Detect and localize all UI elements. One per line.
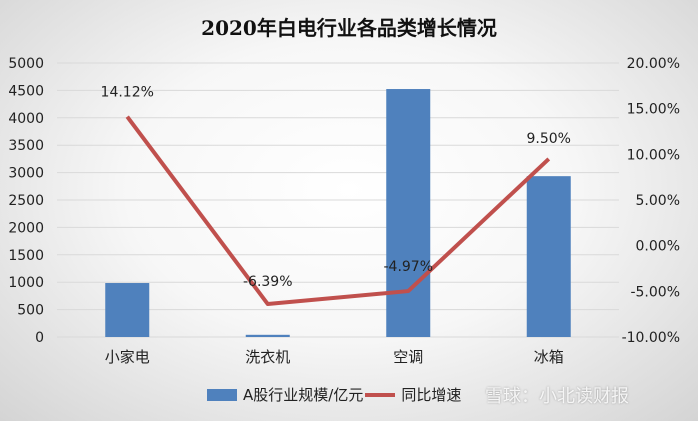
- bar-空调: [386, 89, 431, 337]
- chart-title: 2020年白电行业各品类增长情况: [201, 16, 497, 40]
- category-label: 空调: [393, 348, 423, 366]
- bar-洗衣机: [245, 334, 290, 337]
- watermark: 雪球：小北读财报: [485, 386, 629, 407]
- left-tick-label: 1000: [8, 275, 44, 291]
- legend-bar-swatch: [207, 388, 237, 401]
- left-tick-label: 0: [35, 330, 44, 346]
- bar-小家电: [105, 283, 150, 337]
- data-label: 14.12%: [101, 85, 154, 101]
- right-tick-label: 15.00%: [627, 102, 680, 118]
- legend: A股行业规模/亿元 同比增速: [207, 384, 461, 405]
- data-label: -6.39%: [243, 274, 293, 290]
- legend-line-label: 同比增速: [401, 386, 462, 404]
- data-label: 9.50%: [527, 131, 571, 147]
- left-tick-label: 1500: [8, 248, 44, 264]
- right-tick-label: 0.00%: [636, 239, 680, 255]
- left-tick-label: 3500: [8, 138, 44, 154]
- growth-line: [125, 115, 551, 307]
- right-tick-label: -5.00%: [630, 284, 680, 300]
- category-label: 洗衣机: [245, 348, 290, 366]
- right-tick-label: -10.00%: [622, 330, 680, 346]
- right-tick-label: 10.00%: [627, 147, 680, 163]
- left-tick-label: 2500: [8, 193, 44, 209]
- legend-bar-label: A股行业规模/亿元: [243, 386, 364, 404]
- left-tick-label: 4000: [8, 111, 44, 127]
- right-tick-label: 20.00%: [627, 56, 680, 72]
- left-tick-label: 4500: [8, 83, 44, 99]
- data-label: -4.97%: [383, 259, 433, 275]
- right-tick-label: 5.00%: [636, 193, 680, 209]
- left-tick-label: 500: [17, 303, 44, 319]
- bar-冰箱: [526, 176, 571, 337]
- left-tick-label: 3000: [8, 166, 44, 182]
- category-label: 小家电: [105, 348, 150, 366]
- legend-line-swatch: [365, 392, 396, 397]
- left-tick-label: 2000: [8, 220, 44, 236]
- category-label: 冰箱: [534, 348, 564, 366]
- left-tick-label: 5000: [8, 56, 44, 72]
